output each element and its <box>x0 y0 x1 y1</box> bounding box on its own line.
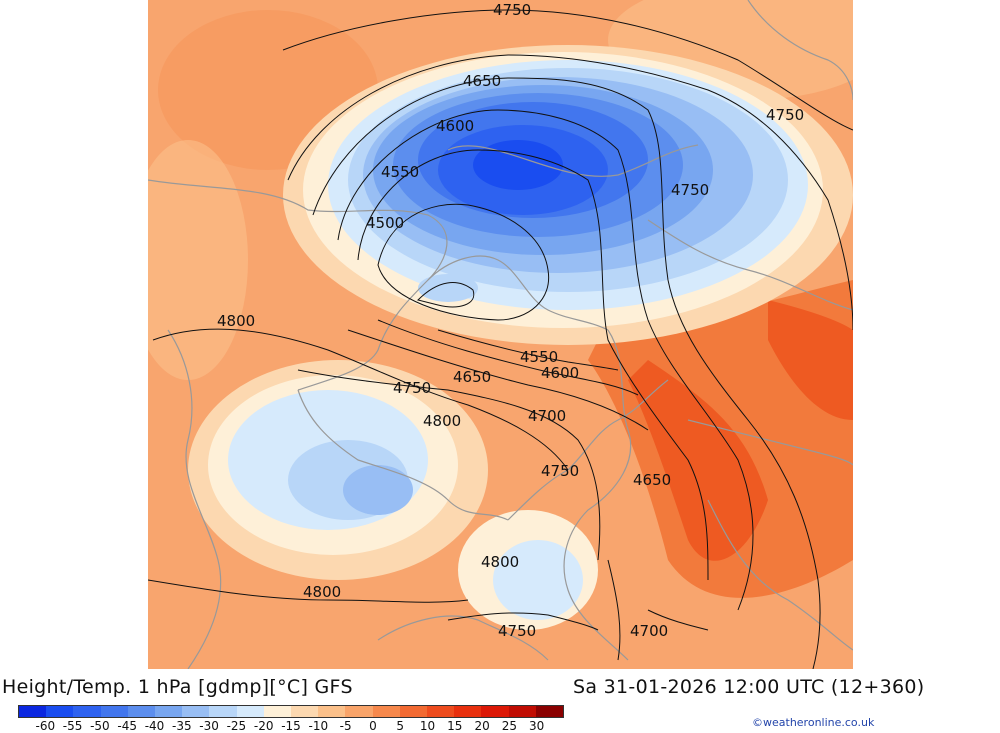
colorbar-ticks: -60 -55 -50 -45 -40 -35 -30 -25 -20 -15 -10 -5 0 5 10 1… <box>18 719 564 733</box>
contour-label: 4750 <box>493 1 531 19</box>
colorbar-tick-label: -20 <box>253 719 274 733</box>
colorbar-tick-label: -45 <box>117 719 137 733</box>
contour-label: 4550 <box>520 348 558 366</box>
credit-link[interactable]: ©weatheronline.co.uk <box>752 716 875 729</box>
colorbar-swatch <box>127 706 156 717</box>
contour-label: 4500 <box>366 214 404 232</box>
colorbar-swatch <box>263 706 292 717</box>
contour-label: 4800 <box>217 312 255 330</box>
colorbar-swatch <box>155 706 183 717</box>
colorbar-swatch <box>19 706 47 717</box>
contour-label: 4700 <box>630 622 668 640</box>
colorbar-swatch <box>73 706 101 717</box>
colorbar-tick-label: 5 <box>396 719 405 733</box>
contour-label: 4800 <box>303 583 341 601</box>
colorbar-swatch <box>182 706 210 717</box>
temperature-map: 4750 4650 4600 4550 4500 4800 4550 4600 … <box>148 0 853 669</box>
colorbar-tick-label: 25 <box>501 719 518 733</box>
colorbar-tick-label: 10 <box>419 719 436 733</box>
colorbar-swatch <box>291 706 319 717</box>
contour-label: 4750 <box>498 622 536 640</box>
contour-label: 4600 <box>541 364 579 382</box>
colorbar-tick-label: -50 <box>90 719 110 733</box>
colorbar-swatch <box>209 706 237 717</box>
contour-label: 4750 <box>541 462 579 480</box>
temperature-field <box>148 0 853 669</box>
contour-label: 4550 <box>381 163 419 181</box>
colorbar-swatch <box>481 706 509 717</box>
colorbar <box>18 705 564 718</box>
colorbar-tick-label: -15 <box>281 719 301 733</box>
colorbar-swatch <box>454 706 482 717</box>
map-panel: 4750 4650 4600 4550 4500 4800 4550 4600 … <box>148 0 853 669</box>
colorbar-tick-label: -35 <box>171 719 192 733</box>
contour-label: 4750 <box>766 106 804 124</box>
contour-label: 4650 <box>633 471 671 489</box>
colorbar-swatch <box>508 706 536 717</box>
contour-label: 4750 <box>671 181 709 199</box>
valid-time: Sa 31-01-2026 12:00 UTC (12+360) <box>573 676 925 698</box>
colorbar-swatch <box>427 706 455 717</box>
colorbar-swatch <box>535 706 564 717</box>
colorbar-swatch <box>46 706 74 717</box>
contour-label: 4800 <box>423 412 461 430</box>
colorbar-tick-label: -40 <box>144 719 165 733</box>
colorbar-swatch <box>399 706 428 717</box>
contour-label: 4600 <box>436 117 474 135</box>
colorbar-swatch <box>100 706 128 717</box>
height-contours <box>148 9 853 669</box>
contour-label: 4650 <box>453 368 491 386</box>
contour-label: 4800 <box>481 553 519 571</box>
colorbar-tick-label: 20 <box>474 719 490 733</box>
colorbar-tick-label: -60 <box>35 719 56 733</box>
contour-label: 4750 <box>393 379 431 397</box>
colorbar-tick-label: -30 <box>199 719 219 733</box>
colorbar-tick-label: -55 <box>62 719 83 733</box>
colorbar-swatch <box>345 706 373 717</box>
colorbar-tick-label: -25 <box>226 719 247 733</box>
colorbar-tick-label: -5 <box>339 719 352 733</box>
colorbar-tick-label: 30 <box>529 719 545 733</box>
contour-labels: 4750 4650 4600 4550 4500 4800 4550 4600 … <box>217 1 804 640</box>
colorbar-swatch <box>318 706 346 717</box>
contour-label: 4650 <box>463 72 501 90</box>
contour-label: 4700 <box>528 407 566 425</box>
colorbar-swatch <box>236 706 264 717</box>
colorbar-tick-label: 15 <box>447 719 463 733</box>
colorbar-tick-label: 0 <box>369 719 377 733</box>
map-title: Height/Temp. 1 hPa [gdmp][°C] GFS <box>2 676 353 698</box>
colorbar-swatch <box>372 706 400 717</box>
colorbar-tick-label: -10 <box>308 719 329 733</box>
coastlines <box>148 0 853 669</box>
